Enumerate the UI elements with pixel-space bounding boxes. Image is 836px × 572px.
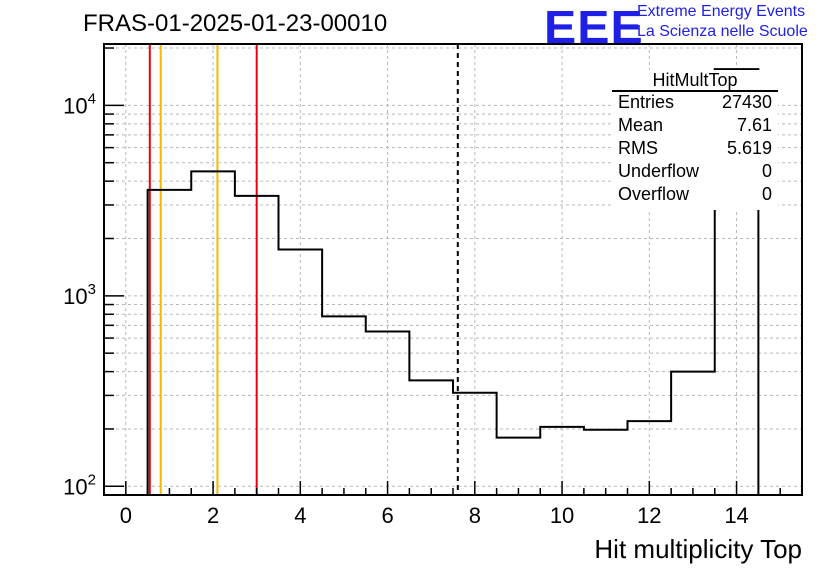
stats-value: 0 [761, 184, 772, 204]
stats-row-rms: RMS 5.619 [618, 138, 772, 160]
eee-logo: EEE [544, 1, 644, 53]
histogram-bin [148, 190, 192, 495]
histogram-bin [671, 372, 715, 495]
y-tick-label: 103 [63, 281, 96, 309]
stats-value: 0 [761, 161, 772, 181]
y-tick-base: 10 [63, 474, 87, 499]
stats-key: Mean [618, 115, 664, 135]
x-tick-label: 8 [469, 503, 481, 528]
stats-row-mean: Mean 7.61 [618, 115, 772, 137]
stats-row-overflow: Overflow 0 [618, 184, 772, 206]
stats-value: 5.619 [726, 138, 772, 158]
histogram-bin [584, 430, 628, 495]
stats-key: Overflow [618, 184, 690, 204]
y-tick-exponent: 4 [88, 90, 96, 107]
stats-value: 7.61 [736, 115, 772, 135]
x-tick-label: 6 [381, 503, 393, 528]
stats-key: Underflow [618, 161, 700, 181]
stats-value: 27430 [721, 92, 772, 112]
x-tick-label: 12 [637, 503, 661, 528]
grid-layer [104, 44, 802, 495]
histogram-outline [104, 68, 802, 496]
x-tick-label: 10 [550, 503, 574, 528]
y-tick-label: 102 [63, 471, 96, 499]
stats-key: Entries [618, 92, 675, 112]
histogram-bin [409, 380, 453, 495]
x-tick-label: 14 [724, 503, 748, 528]
stats-row-entries: Entries 27430 [618, 92, 772, 114]
logo-caption-2: La Scienza nelle Scuole [637, 23, 808, 40]
x-axis-label: Hit multiplicity Top [594, 534, 802, 564]
x-tick-label: 2 [207, 503, 219, 528]
stats-divider [612, 90, 778, 92]
page-title: FRAS-01-2025-01-23-00010 [83, 10, 388, 37]
histogram-bin [453, 393, 497, 495]
x-tick-label: 0 [120, 503, 132, 528]
y-tick-base: 10 [63, 284, 87, 309]
histogram-bin [322, 316, 366, 495]
y-tick-exponent: 3 [88, 281, 96, 298]
reference-lines [148, 44, 459, 495]
logo-caption-1: Extreme Energy Events [637, 3, 806, 20]
x-tick-label: 4 [294, 503, 306, 528]
stats-key: RMS [618, 138, 658, 158]
y-tick-base: 10 [63, 93, 87, 118]
stats-row-underflow: Underflow 0 [618, 161, 772, 183]
stats-title: HitMultTop [652, 70, 738, 90]
axis-ticks [104, 47, 781, 495]
stats-box: HitMultTop Entries 27430 Mean 7.61 RMS 5… [612, 70, 778, 210]
y-tick-label: 104 [63, 90, 96, 118]
histogram-series [104, 68, 802, 496]
y-tick-exponent: 2 [88, 471, 96, 488]
